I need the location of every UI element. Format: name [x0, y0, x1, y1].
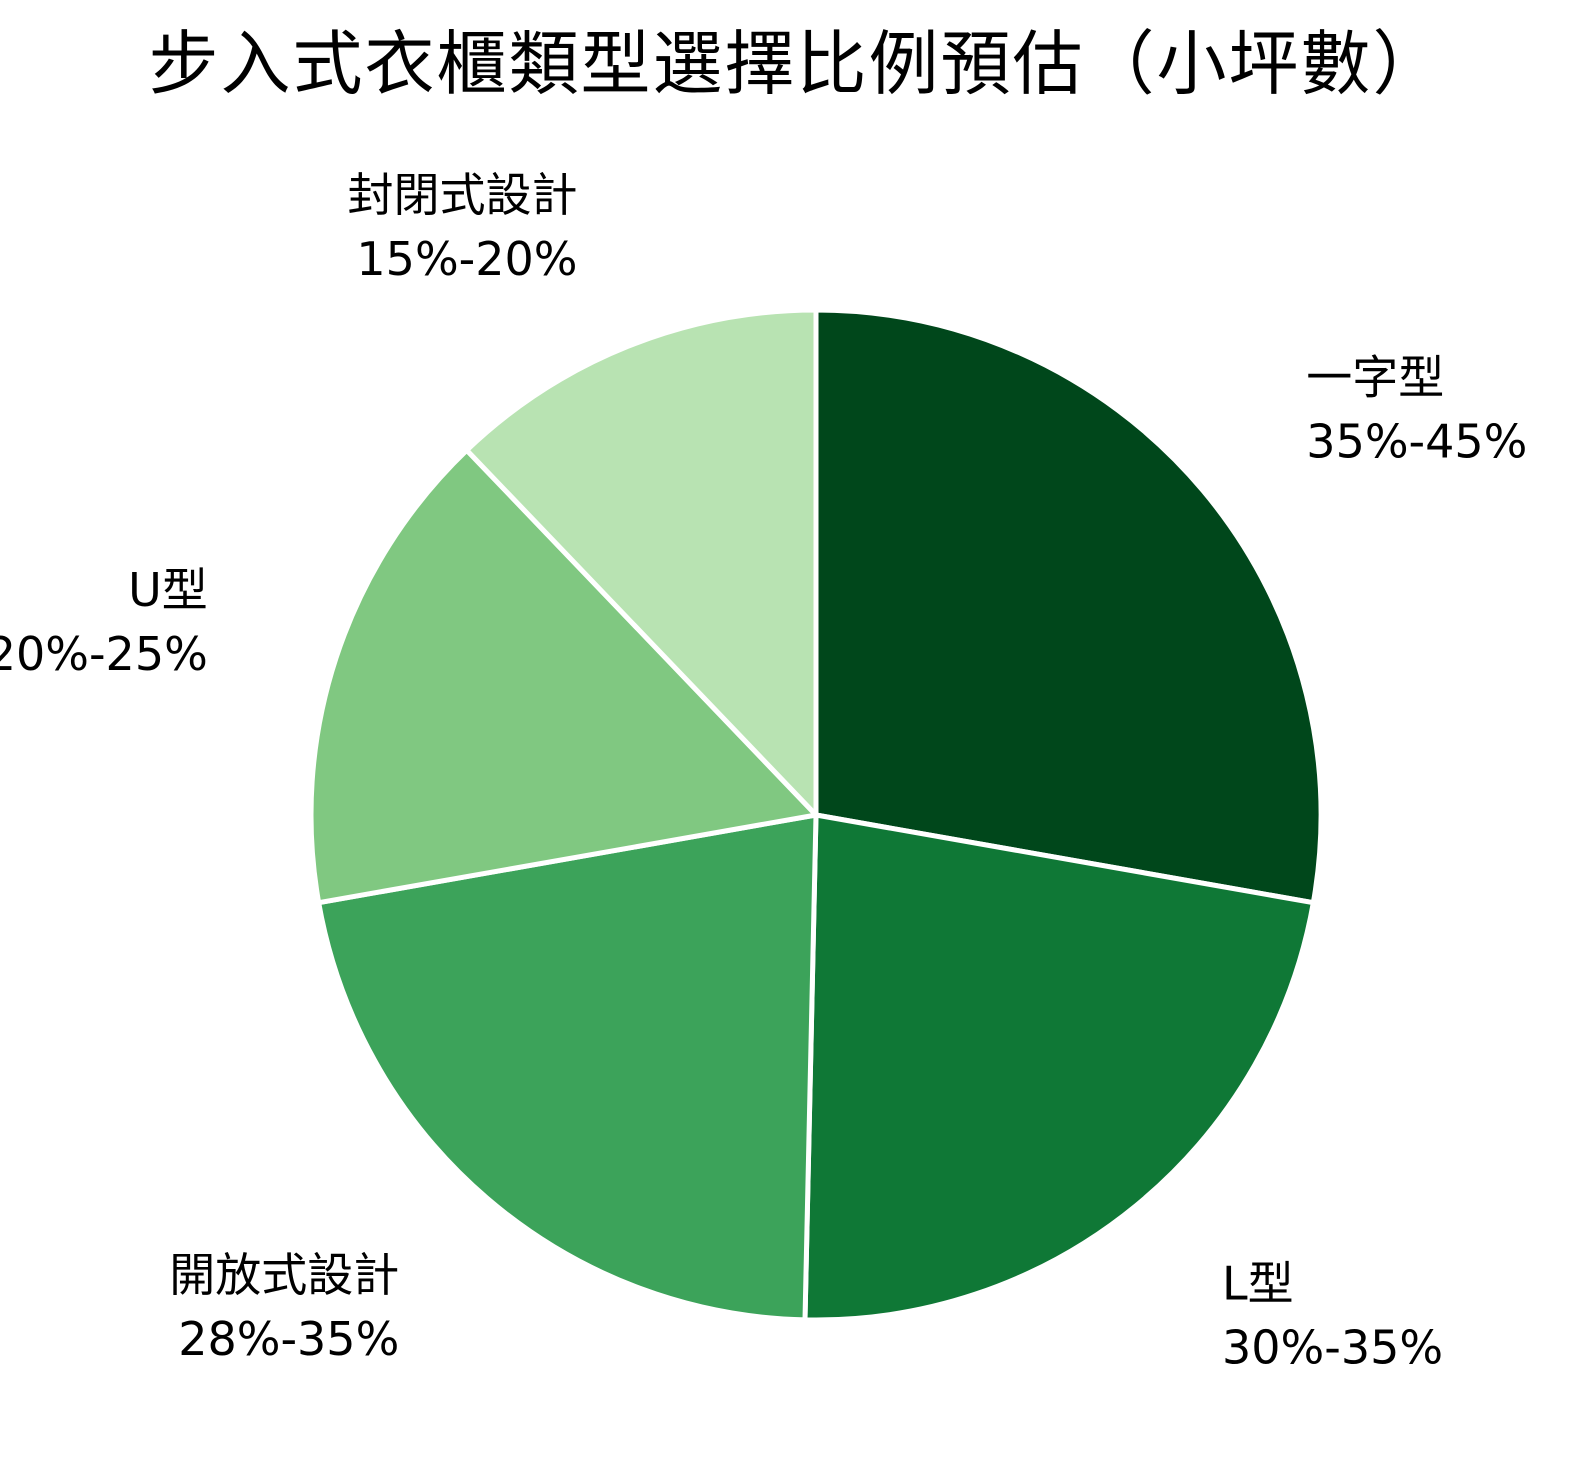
slice-range-label-4: 15%-20% [356, 232, 577, 286]
pie-slice-2 [316, 812, 819, 1323]
chart-title: 步入式衣櫃類型選擇比例預估（小坪數） [148, 23, 1445, 105]
pie-slice-1 [802, 812, 1316, 1323]
slice-range-label-2: 28%-35% [178, 1312, 399, 1366]
slice-label-3: U型 [128, 563, 208, 617]
slice-range-label-0: 35%-45% [1306, 415, 1527, 469]
pie-slice-4 [464, 307, 819, 818]
pie-slice-3 [308, 447, 819, 906]
pie-slice-0 [813, 307, 1324, 906]
slice-label-0: 一字型 [1306, 351, 1444, 405]
pie-labels: 一字型 35%-45% L型 30%-35% 開放式設計 28%-35% U型 20%-25%… [0, 168, 1527, 1375]
slice-label-1: L型 [1222, 1257, 1294, 1311]
pie-slices [308, 307, 1324, 1323]
slice-range-label-3: 20%-25% [0, 627, 208, 681]
slice-label-4: 封閉式設計 [348, 168, 578, 222]
slice-label-2: 開放式設計 [169, 1248, 399, 1302]
slice-range-label-1: 30%-35% [1222, 1321, 1443, 1375]
